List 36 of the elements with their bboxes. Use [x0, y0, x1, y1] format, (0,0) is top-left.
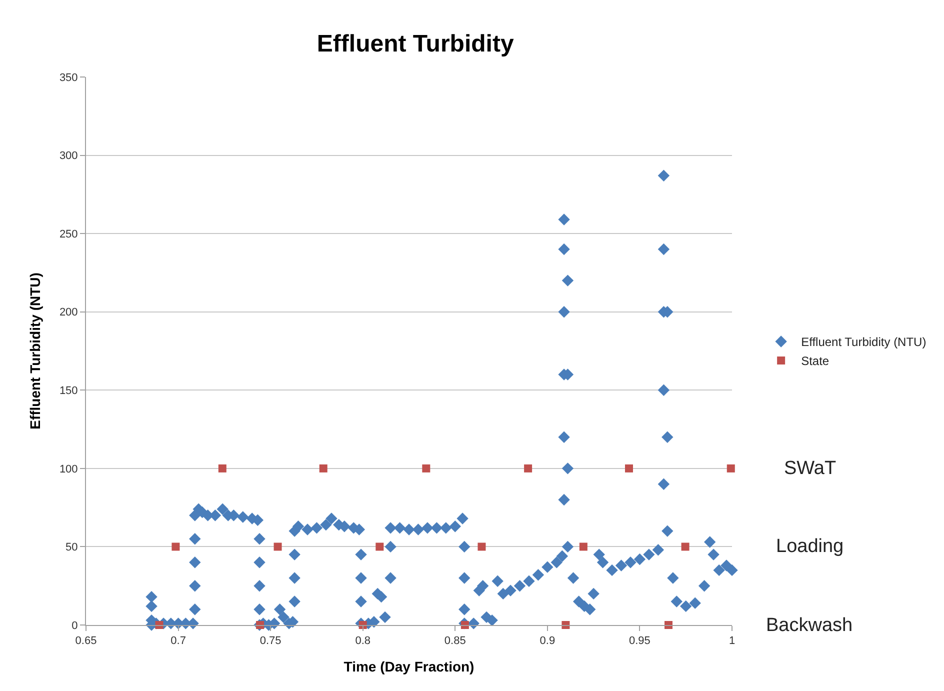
x-tick-label: 0.9 — [540, 635, 556, 648]
text: Backwash — [766, 615, 853, 636]
x-tick-label: 0.95 — [629, 635, 650, 648]
x-tick-label: 0.85 — [444, 635, 466, 648]
point — [218, 464, 226, 472]
y-tick-label: 100 — [59, 463, 78, 476]
x-tick-label: 0.8 — [355, 635, 371, 648]
point — [319, 464, 328, 472]
y-tick-label: 0 — [72, 620, 78, 632]
y-tick-label: 150 — [59, 384, 78, 397]
point — [524, 464, 532, 472]
x-tick-label: 0.75 — [260, 635, 282, 648]
point — [579, 542, 588, 551]
text: SWaT — [784, 458, 836, 479]
y-tick-label: 350 — [59, 72, 78, 84]
y-tick-label: 200 — [59, 306, 78, 319]
x-axis-title: Time (Day Fraction) — [344, 658, 474, 674]
x-tick-label: 1 — [728, 635, 736, 648]
y-axis-title: Effluent Turbidity (NTU) — [27, 272, 44, 430]
point — [625, 464, 634, 472]
point — [422, 464, 430, 472]
text: Loading — [776, 536, 844, 557]
point — [681, 542, 690, 551]
point — [376, 542, 384, 551]
chart-title: Effluent Turbidity — [316, 30, 514, 58]
legend-label: Effluent Turbidity (NTU) — [801, 335, 926, 350]
point — [274, 542, 282, 551]
point — [172, 542, 180, 551]
legend-label: State — [801, 354, 830, 368]
y-tick-label: 50 — [66, 542, 78, 554]
y-tick-label: 250 — [59, 228, 78, 240]
point — [478, 542, 486, 551]
x-tick-label: 0.65 — [75, 635, 97, 648]
point — [726, 464, 735, 472]
x-tick-label: 0.7 — [170, 635, 186, 648]
y-tick-label: 300 — [59, 150, 78, 162]
